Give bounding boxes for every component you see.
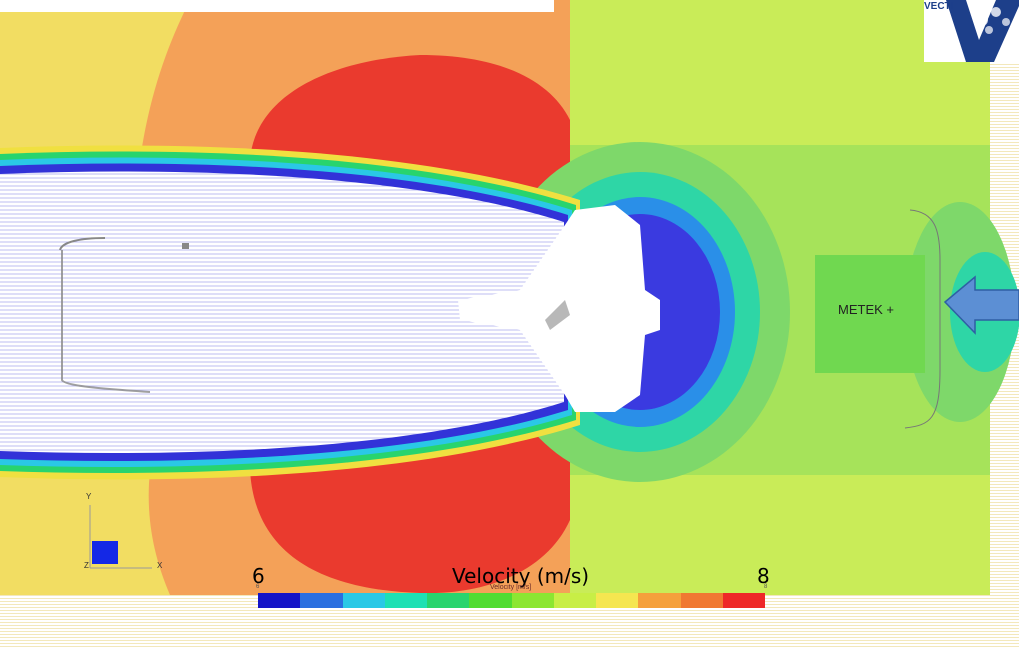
colorbar-segment <box>512 593 554 608</box>
colorbar-segment <box>343 593 385 608</box>
colorbar-segment <box>554 593 596 608</box>
sensor-label: METEK + <box>838 302 894 317</box>
colorbar-segment <box>427 593 469 608</box>
colorbar-segment <box>469 593 511 608</box>
top-white-strip <box>0 0 554 12</box>
colorbar-max-sublabel: 8 <box>764 584 767 590</box>
axis-x-label: X <box>157 561 162 570</box>
colorbar-subtitle: Velocity [m/s] <box>490 584 531 591</box>
axis-triad-box <box>92 541 118 564</box>
colorbar-segment <box>681 593 723 608</box>
colorbar-segment <box>385 593 427 608</box>
colorbar-min-sublabel: 6 <box>256 584 259 590</box>
colorbar-segment <box>258 593 300 608</box>
colorbar-segment <box>638 593 680 608</box>
colorbar-segment <box>723 593 765 608</box>
colorbar <box>258 593 765 608</box>
axis-y-label: Y <box>86 492 91 501</box>
colorbar-segment <box>596 593 638 608</box>
platform-marker <box>182 243 189 249</box>
logo-text: VECTI <box>924 2 938 12</box>
colorbar-segment <box>300 593 342 608</box>
axis-z-label: Z <box>84 561 89 570</box>
